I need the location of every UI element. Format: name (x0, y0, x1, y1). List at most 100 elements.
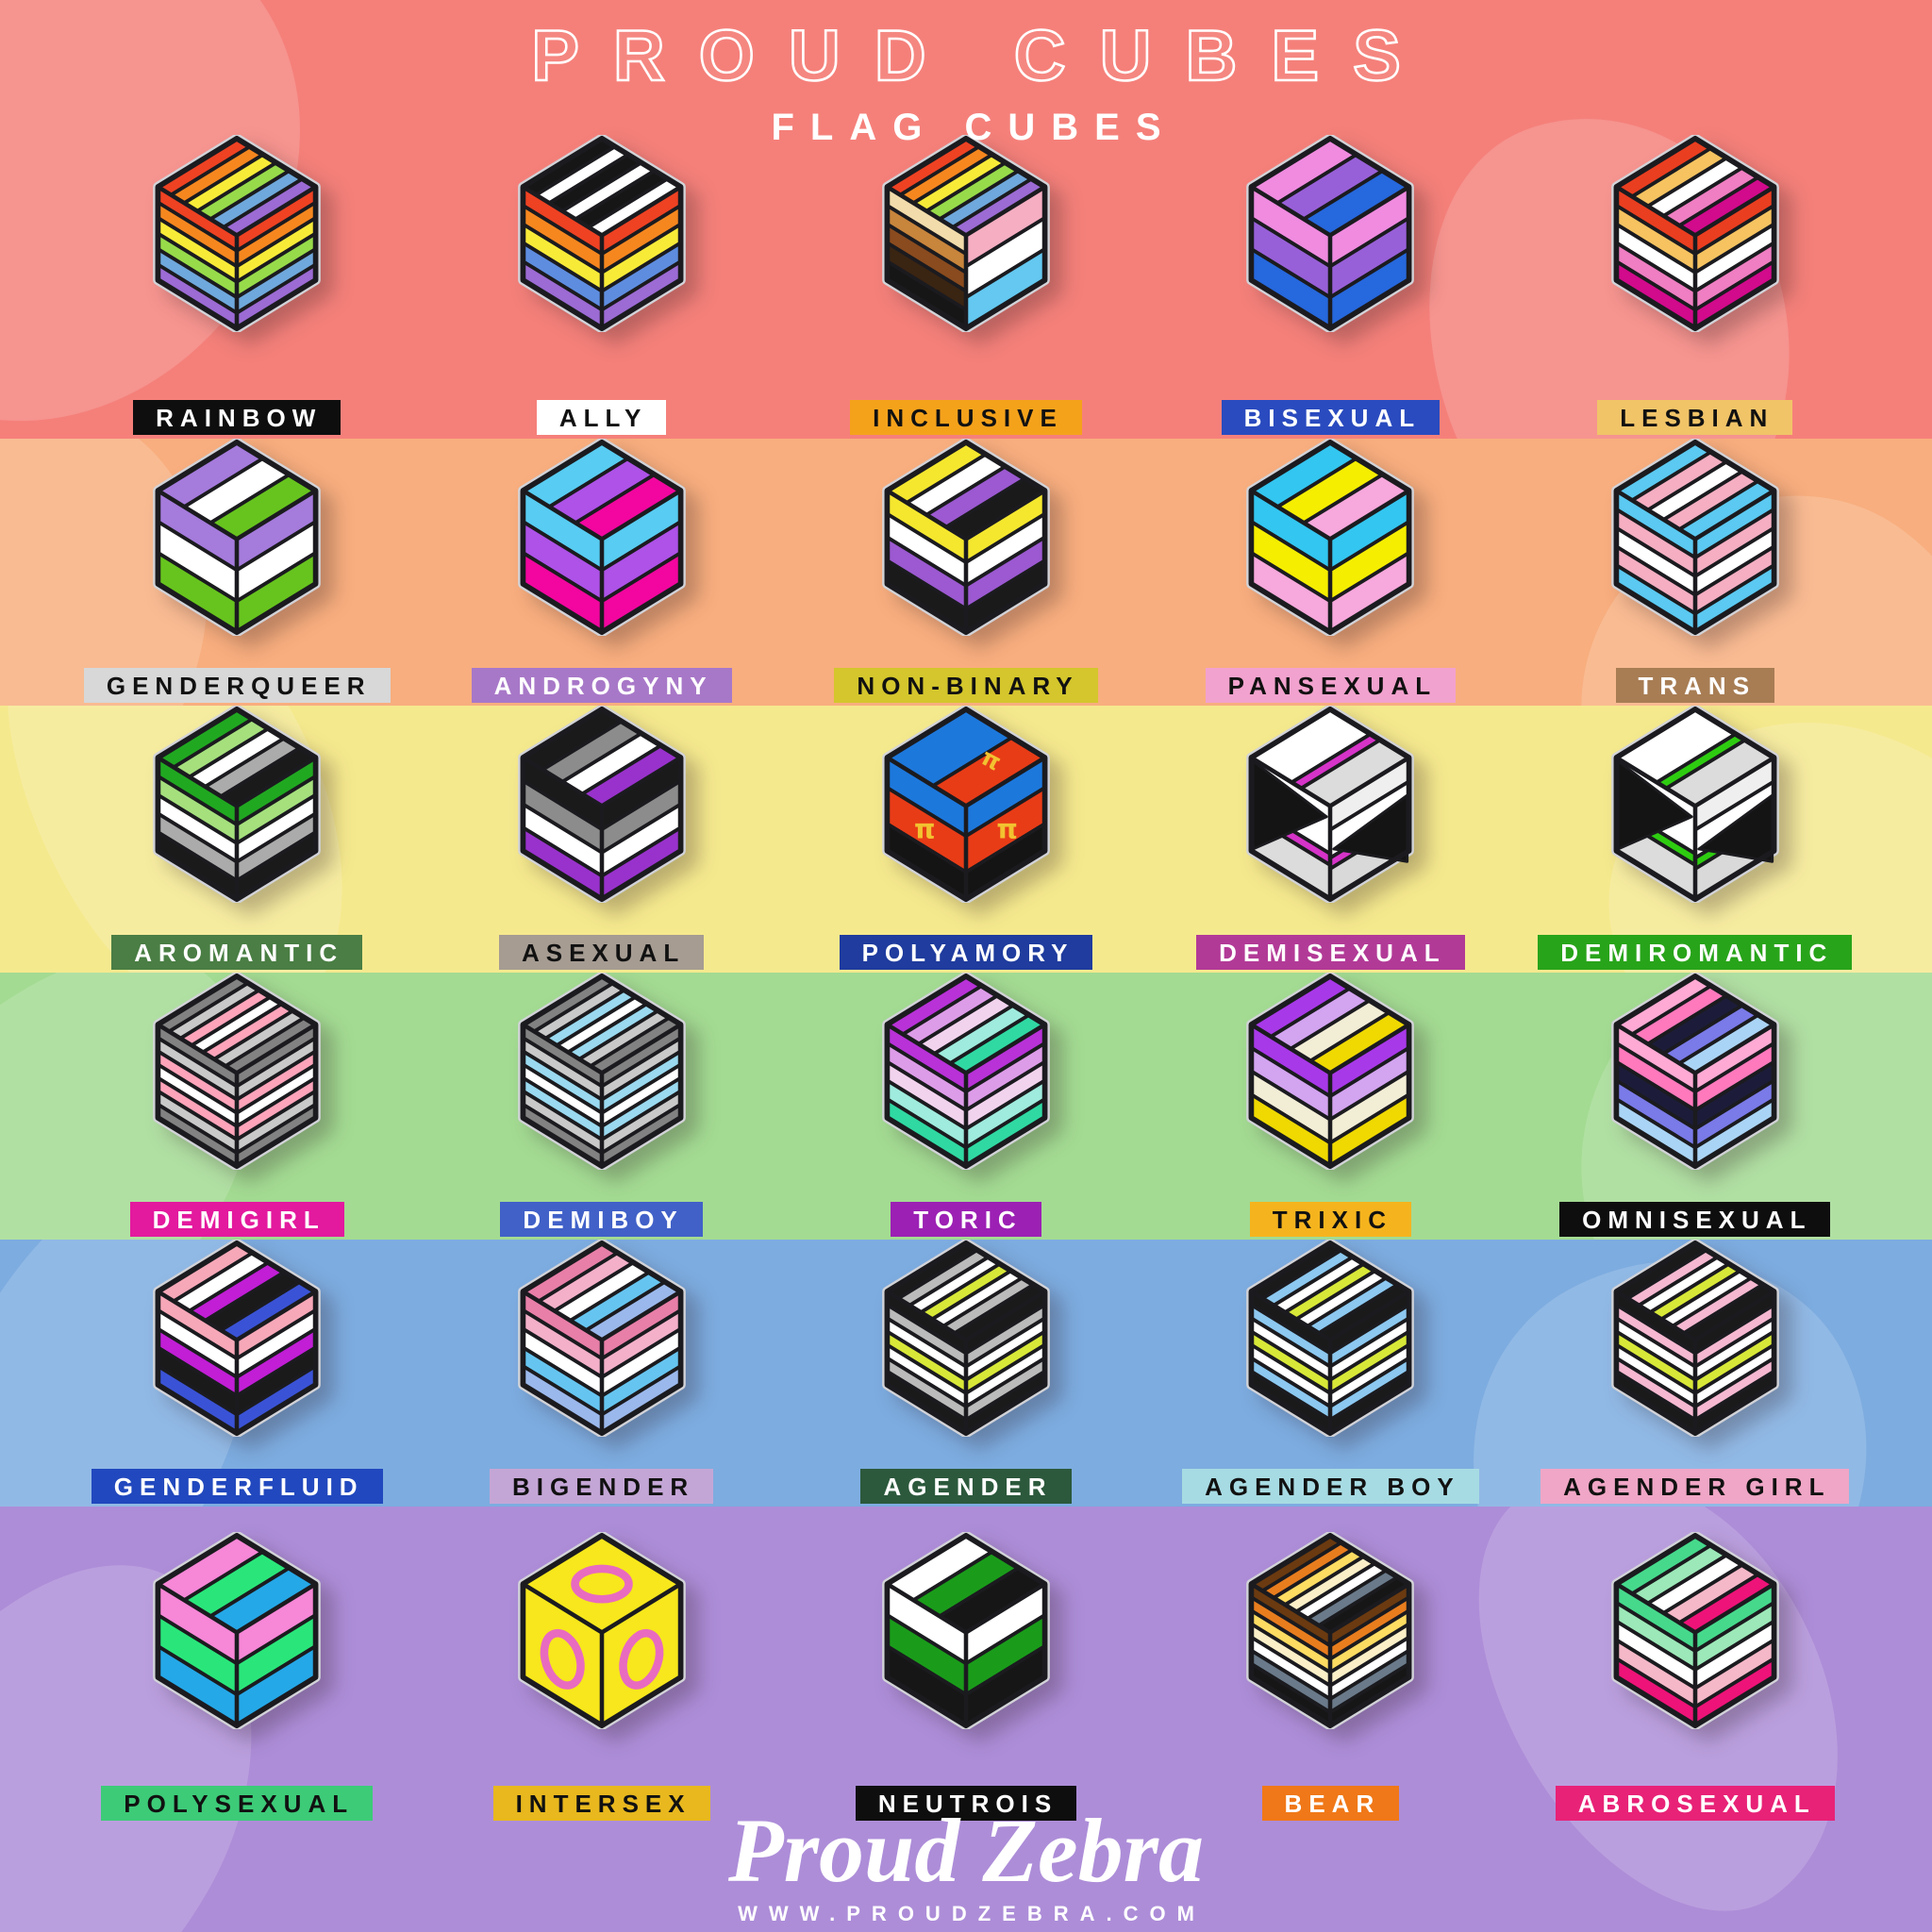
cube-label-agender: AGENDER (860, 1469, 1072, 1504)
flag-cube-bigender (517, 1240, 686, 1437)
flag-cube-non-binary (882, 439, 1050, 636)
cube-cell-asexual: ASEXUAL (419, 706, 783, 973)
cube-label-intersex: INTERSEX (492, 1786, 710, 1821)
pi-symbol: π (996, 814, 1018, 845)
cube-cell-non-binary: NON-BINARY (784, 439, 1148, 706)
cube-label-rainbow: RAINBOW (133, 400, 341, 435)
cube-label-demisexual: DEMISEXUAL (1196, 935, 1465, 970)
flag-cube-agender-boy (1246, 1240, 1415, 1437)
flag-cube-trixic (1246, 973, 1415, 1170)
flag-band-5: GENDERFLUID BIGENDER AGENDER AGENDER BOY AGE… (0, 1240, 1932, 1507)
cube-label-polyamory: POLYAMORY (839, 935, 1093, 970)
flag-cube-demisexual (1246, 706, 1415, 903)
cube-cell-bisexual: BISEXUAL (1148, 0, 1512, 439)
cube-cell-agender-boy: AGENDER BOY (1148, 1240, 1512, 1507)
flag-cube-bisexual (1246, 135, 1415, 332)
cube-cell-polysexual: POLYSEXUAL (55, 1507, 419, 1821)
intersex-ring (570, 1564, 633, 1604)
poster-header: PROUD CUBES FLAG CUBES (0, 15, 1932, 149)
cube-label-genderqueer: GENDERQUEER (83, 668, 391, 703)
cube-label-pansexual: PANSEXUAL (1205, 668, 1457, 703)
cube-row-6: POLYSEXUAL INTERSEX NEUTROIS BEAR ABROSEXUAL (0, 1507, 1932, 1821)
cube-row-4: DEMIGIRL DEMIBOY TORIC TRIXIC OMNISEXUAL (0, 973, 1932, 1240)
cube-label-agender-boy: AGENDER BOY (1182, 1469, 1479, 1504)
cube-label-inclusive: INCLUSIVE (850, 400, 1082, 435)
poster-title: PROUD CUBES (530, 15, 1435, 98)
cube-cell-pansexual: PANSEXUAL (1148, 439, 1512, 706)
cube-cell-genderqueer: GENDERQUEER (55, 439, 419, 706)
flag-band-6: POLYSEXUAL INTERSEX NEUTROIS BEAR ABROSEXUAL (0, 1507, 1932, 1932)
flag-cube-androgyny (517, 439, 686, 636)
cube-label-bigender: BIGENDER (489, 1469, 714, 1504)
cube-cell-demiboy: DEMIBOY (419, 973, 783, 1240)
flag-cube-neutrois (882, 1532, 1050, 1729)
flag-cube-demiromantic (1610, 706, 1779, 903)
cube-label-neutrois: NEUTROIS (855, 1786, 1077, 1821)
cube-cell-trans: TRANS (1513, 439, 1877, 706)
cube-row-1: RAINBOW ALLY INCLUSIVE BISEXUAL LESBIAN (0, 0, 1932, 439)
cube-label-toric: TORIC (891, 1202, 1041, 1237)
flag-cube-polyamory: ππ π (882, 706, 1050, 903)
cube-label-omnisexual: OMNISEXUAL (1559, 1202, 1831, 1237)
flag-cube-bear (1246, 1532, 1415, 1729)
cube-label-demiromantic: DEMIROMANTIC (1538, 935, 1853, 970)
cube-label-lesbian: LESBIAN (1597, 400, 1793, 435)
flag-band-2: GENDERQUEER ANDROGYNY NON-BINARY PANSEXUAL T… (0, 439, 1932, 706)
flag-cube-demiboy (517, 973, 686, 1170)
cube-label-non-binary: NON-BINARY (834, 668, 1098, 703)
cube-label-genderfluid: GENDERFLUID (91, 1469, 383, 1504)
cube-label-agender-girl: AGENDER GIRL (1541, 1469, 1850, 1504)
cube-label-demigirl: DEMIGIRL (129, 1202, 344, 1237)
cube-label-bisexual: BISEXUAL (1221, 400, 1441, 435)
cube-row-3: AROMANTIC ASEXUAL π π π POLYAMORY DEMISEXUAL DE… (0, 706, 1932, 973)
cube-cell-aromantic: AROMANTIC (55, 706, 419, 973)
cube-label-bear: BEAR (1261, 1786, 1400, 1821)
flag-cube-pansexual (1246, 439, 1415, 636)
flag-cube-toric (882, 973, 1050, 1170)
cube-label-aromantic: AROMANTIC (111, 935, 363, 970)
brand-website: WWW.PROUDZEBRA.COM (738, 1902, 1206, 1925)
intersex-ring (540, 1628, 585, 1690)
flag-cube-genderqueer (153, 439, 322, 636)
intersex-ring (618, 1628, 663, 1690)
flag-cube-inclusive (882, 135, 1050, 332)
flag-cube-intersex (517, 1532, 686, 1729)
flag-cube-asexual (517, 706, 686, 903)
flag-band-1: RAINBOW ALLY INCLUSIVE BISEXUAL LESBIAN (0, 0, 1932, 439)
cube-cell-demigirl: DEMIGIRL (55, 973, 419, 1240)
flag-cube-trans (1610, 439, 1779, 636)
cube-label-trixic: TRIXIC (1249, 1202, 1411, 1237)
cube-cell-bear: BEAR (1148, 1507, 1512, 1821)
brand-logo: Proud Zebra (728, 1800, 1204, 1901)
cube-cell-inclusive: INCLUSIVE (784, 0, 1148, 439)
flag-band-3: AROMANTIC ASEXUAL π π π POLYAMORY DEMISEXUAL DE… (0, 706, 1932, 973)
cube-cell-omnisexual: OMNISEXUAL (1513, 973, 1877, 1240)
cube-row-5: GENDERFLUID BIGENDER AGENDER AGENDER BOY AGE… (0, 1240, 1932, 1507)
cube-cell-abrosexual: ABROSEXUAL (1513, 1507, 1877, 1821)
poster-footer: Proud Zebra WWW.PROUDZEBRA.COM (0, 1806, 1932, 1926)
cube-cell-androgyny: ANDROGYNY (419, 439, 783, 706)
flag-cube-demigirl (153, 973, 322, 1170)
cube-cell-demisexual: DEMISEXUAL (1148, 706, 1512, 973)
flag-cube-agender (882, 1240, 1050, 1437)
cube-cell-neutrois: NEUTROIS (784, 1507, 1148, 1821)
cube-cell-ally: ALLY (419, 0, 783, 439)
cube-label-polysexual: POLYSEXUAL (101, 1786, 374, 1821)
cube-cell-bigender: BIGENDER (419, 1240, 783, 1507)
cube-cell-agender: AGENDER (784, 1240, 1148, 1507)
cube-row-2: GENDERQUEER ANDROGYNY NON-BINARY PANSEXUAL T… (0, 439, 1932, 706)
flag-cube-lesbian (1610, 135, 1779, 332)
flag-cube-polysexual (153, 1532, 322, 1729)
poster-subtitle: FLAG CUBES (771, 107, 1177, 148)
cube-label-asexual: ASEXUAL (498, 935, 705, 970)
cube-label-demiboy: DEMIBOY (500, 1202, 703, 1237)
flag-cube-agender-girl (1610, 1240, 1779, 1437)
flag-cube-genderfluid (153, 1240, 322, 1437)
flag-cube-aromantic (153, 706, 322, 903)
cube-cell-intersex: INTERSEX (419, 1507, 783, 1821)
cube-cell-genderfluid: GENDERFLUID (55, 1240, 419, 1507)
flag-cube-rainbow (153, 135, 322, 332)
cube-cell-polyamory: π π π POLYAMORY (784, 706, 1148, 973)
